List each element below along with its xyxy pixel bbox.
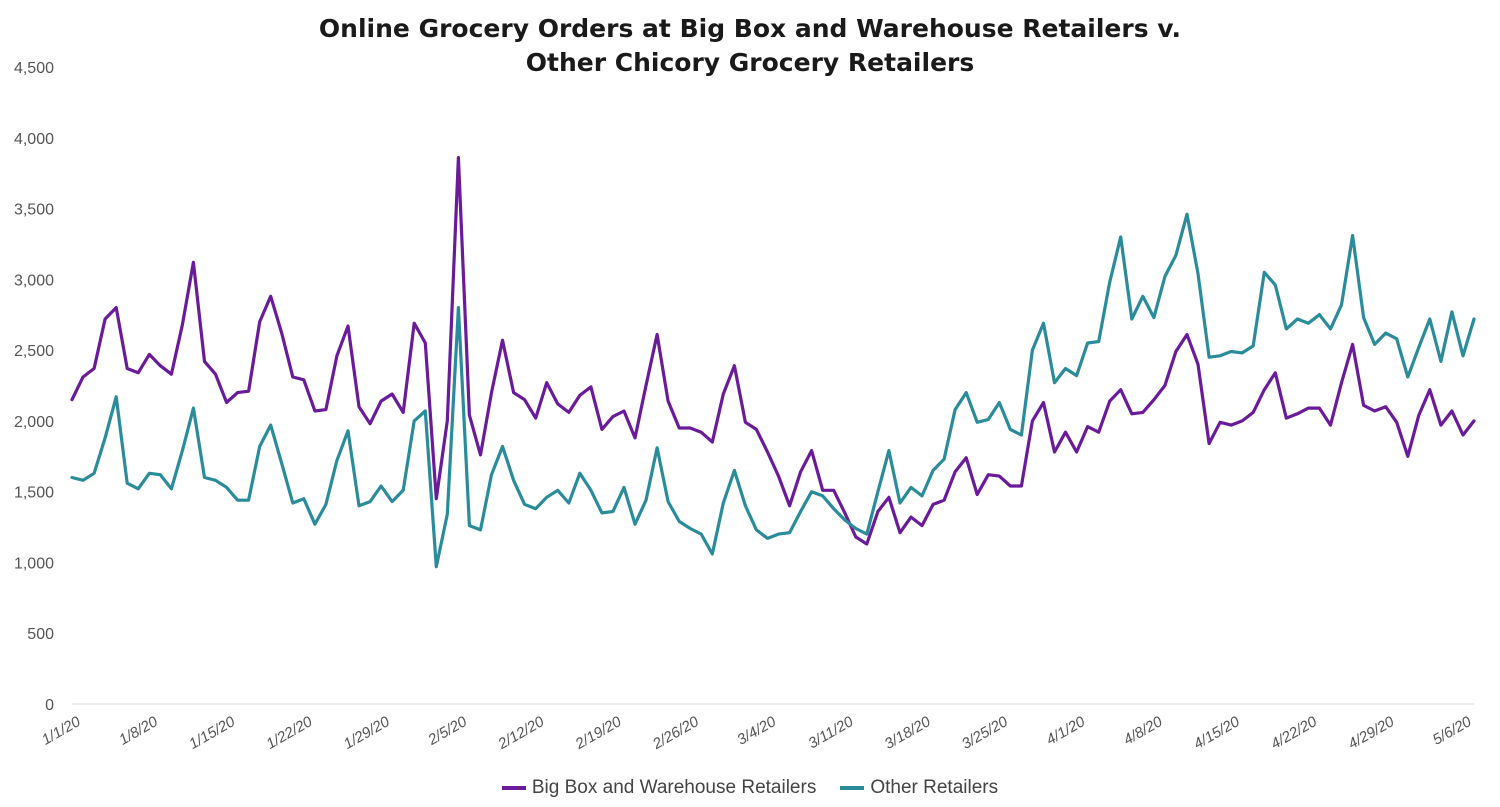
- series-line-other-retailers: [70, 212, 1476, 569]
- x-tick-label: 3/11/20: [805, 713, 856, 753]
- x-tick-label: 4/22/20: [1268, 713, 1320, 753]
- x-tick-label: 4/15/20: [1191, 713, 1243, 753]
- y-tick-label: 1,500: [14, 485, 54, 502]
- x-tick-label: 4/1/20: [1043, 713, 1088, 749]
- x-tick-label: 5/6/20: [1430, 713, 1475, 749]
- y-tick-label: 1,000: [14, 555, 54, 572]
- y-tick-label: 3,000: [14, 272, 54, 289]
- legend-swatch: [840, 786, 865, 790]
- x-tick-label: 3/25/20: [959, 713, 1011, 753]
- legend-label: Big Box and Warehouse Retailers: [531, 777, 817, 798]
- legend-item: Big Box and Warehouse Retailers: [501, 777, 817, 799]
- x-tick-label: 4/8/20: [1121, 713, 1166, 749]
- legend-item: Other Retailers: [840, 777, 998, 799]
- series-lines: [70, 156, 1476, 569]
- x-tick-label: 3/4/20: [734, 713, 779, 749]
- y-tick-label: 4,500: [14, 60, 54, 77]
- chart-title-line-1: Online Grocery Orders at Big Box and War…: [318, 14, 1182, 43]
- y-tick-label: 4,000: [14, 131, 54, 148]
- x-tick-label: 2/19/20: [572, 713, 625, 754]
- y-tick-label: 500: [27, 626, 54, 643]
- x-tick-label: 1/29/20: [341, 713, 393, 753]
- x-tick-label: 1/1/20: [39, 713, 84, 749]
- legend-label: Other Retailers: [870, 777, 999, 798]
- y-tick-label: 3,500: [14, 202, 54, 219]
- x-tick-label: 1/15/20: [186, 713, 238, 753]
- x-tick-label: 2/12/20: [494, 713, 547, 754]
- legend-swatch: [501, 786, 526, 790]
- x-tick-label: 2/5/20: [424, 713, 470, 749]
- x-tick-label: 1/8/20: [116, 713, 161, 749]
- x-tick-label: 2/26/20: [649, 713, 702, 754]
- y-tick-label: 0: [45, 697, 54, 714]
- y-axis-ticks: 0 500 1,000 1,500 2,000 2,500 3,000 3,500 4,000 4…: [14, 60, 54, 714]
- chart-title: Online Grocery Orders at Big Box and War…: [0, 12, 1500, 80]
- series-line-big-box-warehouse: [70, 156, 1476, 546]
- x-tick-label: 3/18/20: [882, 713, 934, 753]
- chart-title-line-2: Other Chicory Grocery Retailers: [525, 48, 975, 77]
- x-tick-label: 1/22/20: [263, 713, 315, 753]
- y-tick-label: 2,000: [14, 414, 54, 431]
- legend: Big Box and Warehouse Retailers Other Ret…: [0, 774, 1500, 799]
- x-tick-label: 4/29/20: [1345, 713, 1397, 753]
- y-tick-label: 2,500: [14, 343, 54, 360]
- x-axis-ticks: 1/1/20 1/8/20 1/15/20 1/22/20 1/29/20 2/5/20 2…: [39, 713, 1475, 754]
